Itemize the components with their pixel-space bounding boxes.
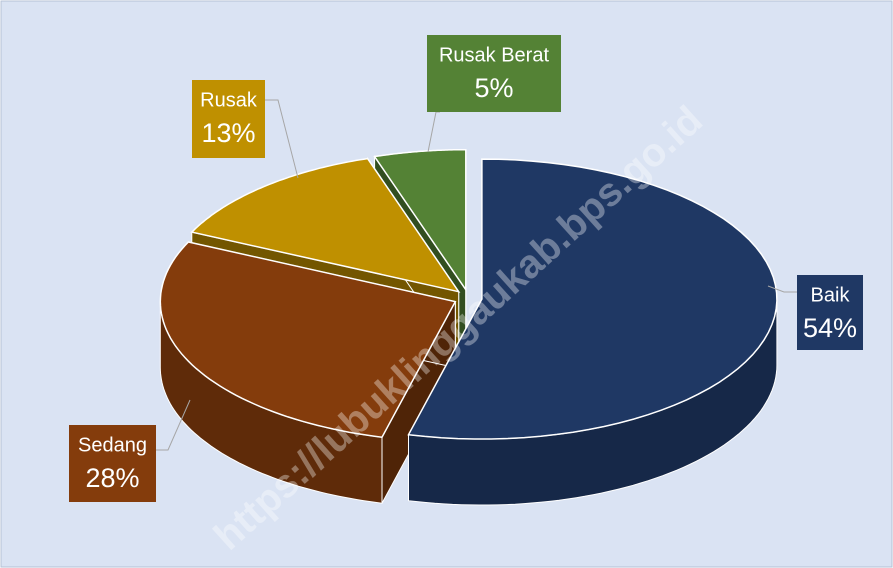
- label-box: [69, 425, 156, 502]
- label-box: [797, 275, 863, 350]
- label-value: 13%: [201, 118, 255, 148]
- slice: [373, 148, 467, 293]
- leader-line: [767, 285, 797, 293]
- label-name: Baik: [811, 284, 851, 306]
- slice: [159, 241, 457, 439]
- slice: [407, 158, 778, 440]
- label-value: 54%: [803, 313, 857, 343]
- label-value: 28%: [85, 463, 139, 493]
- leader-line: [265, 99, 299, 179]
- label-name: Rusak Berat: [439, 44, 549, 66]
- label-name: Sedang: [78, 434, 147, 456]
- leader-line: [156, 399, 191, 451]
- label-value: 5%: [474, 73, 513, 103]
- label-box: [427, 35, 561, 112]
- slice: [190, 157, 461, 293]
- label-name: Rusak: [200, 89, 258, 111]
- label-box: [192, 80, 265, 158]
